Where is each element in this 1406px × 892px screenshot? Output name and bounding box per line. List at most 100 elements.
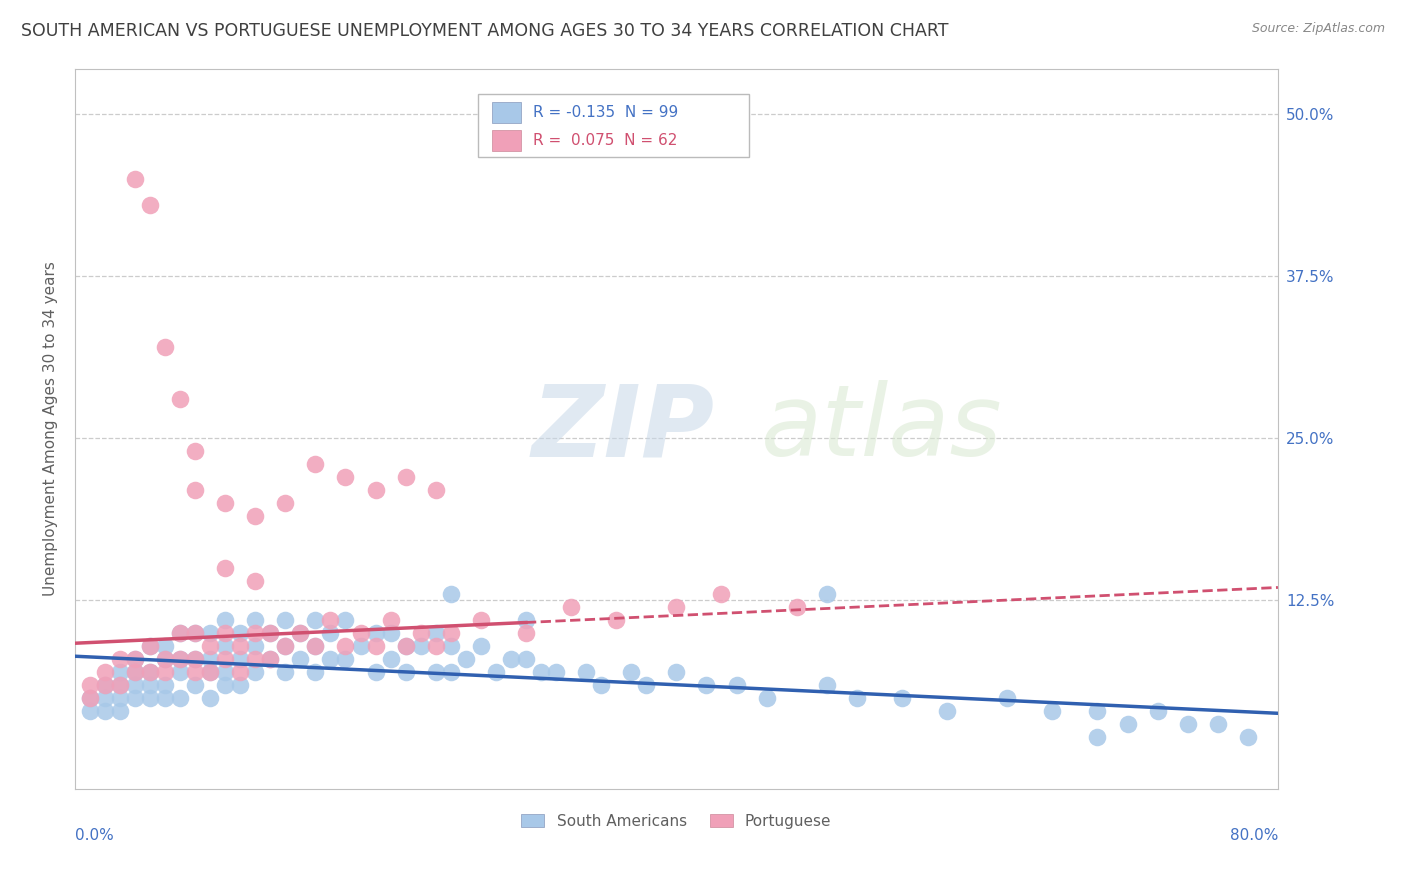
Point (425, 625, 447, 640)
Point (304, 613, 326, 627)
Point (1040, 704, 1063, 718)
Point (395, 470, 418, 484)
Point (380, 625, 402, 640)
Point (94, 704, 117, 718)
Point (169, 625, 191, 640)
Point (470, 639, 492, 653)
Point (198, 639, 221, 653)
Point (79, 678, 101, 692)
Point (335, 639, 357, 653)
Point (364, 483, 387, 498)
Point (425, 639, 447, 653)
Y-axis label: Unemployment Among Ages 30 to 34 years: Unemployment Among Ages 30 to 34 years (44, 261, 58, 596)
Text: SOUTH AMERICAN VS PORTUGUESE UNEMPLOYMENT AMONG AGES 30 TO 34 YEARS CORRELATION : SOUTH AMERICAN VS PORTUGUESE UNEMPLOYMEN… (21, 22, 949, 40)
Point (1087, 730, 1109, 744)
Point (245, 652, 267, 666)
Point (515, 625, 537, 640)
Point (349, 639, 371, 653)
Point (169, 392, 191, 407)
Point (79, 690, 101, 705)
Point (335, 652, 357, 666)
Point (108, 678, 131, 692)
Point (214, 613, 236, 627)
Point (184, 483, 207, 498)
Point (304, 665, 326, 679)
Point (214, 678, 236, 692)
Point (1116, 716, 1139, 731)
Point (425, 665, 447, 679)
Point (274, 639, 297, 653)
Point (395, 639, 418, 653)
Point (290, 625, 312, 640)
Point (139, 639, 162, 653)
Point (530, 665, 553, 679)
Point (153, 690, 176, 705)
Point (108, 678, 131, 692)
Point (440, 625, 463, 640)
Text: ZIP: ZIP (531, 380, 716, 477)
Point (139, 665, 162, 679)
Point (124, 652, 146, 666)
Point (290, 652, 312, 666)
Point (364, 625, 387, 640)
Point (214, 625, 236, 640)
Point (274, 639, 297, 653)
Point (380, 613, 402, 627)
Point (214, 639, 236, 653)
Text: atlas: atlas (761, 380, 1002, 477)
Point (725, 678, 748, 692)
Point (79, 704, 101, 718)
Point (710, 587, 733, 601)
Point (409, 639, 432, 653)
Point (169, 665, 191, 679)
FancyBboxPatch shape (492, 129, 522, 152)
Point (108, 704, 131, 718)
Point (198, 690, 221, 705)
Point (304, 457, 326, 471)
Point (995, 690, 1018, 705)
Point (304, 639, 326, 653)
Point (364, 639, 387, 653)
Point (815, 678, 838, 692)
Point (153, 652, 176, 666)
Point (184, 652, 207, 666)
Point (124, 652, 146, 666)
Point (153, 639, 176, 653)
Point (515, 652, 537, 666)
Point (665, 665, 688, 679)
Point (335, 470, 357, 484)
Point (259, 625, 281, 640)
Point (229, 639, 252, 653)
Point (79, 690, 101, 705)
Point (440, 665, 463, 679)
Point (245, 625, 267, 640)
Point (94, 678, 117, 692)
Point (290, 625, 312, 640)
Point (319, 652, 342, 666)
Point (245, 665, 267, 679)
Text: R =  0.075  N = 62: R = 0.075 N = 62 (533, 133, 678, 148)
Point (786, 599, 808, 614)
Point (636, 678, 658, 692)
Point (184, 444, 207, 458)
Point (124, 690, 146, 705)
Text: 0.0%: 0.0% (75, 828, 114, 843)
Point (245, 509, 267, 524)
Point (440, 587, 463, 601)
Point (591, 678, 613, 692)
Point (139, 690, 162, 705)
Point (153, 652, 176, 666)
FancyBboxPatch shape (478, 94, 748, 157)
Point (380, 652, 402, 666)
Point (815, 587, 838, 601)
Point (1206, 716, 1229, 731)
Point (184, 678, 207, 692)
Text: R = -0.135  N = 99: R = -0.135 N = 99 (533, 105, 679, 120)
Point (229, 625, 252, 640)
Point (245, 613, 267, 627)
Point (395, 639, 418, 653)
Point (454, 652, 477, 666)
Point (169, 690, 191, 705)
Point (94, 665, 117, 679)
Point (94, 678, 117, 692)
